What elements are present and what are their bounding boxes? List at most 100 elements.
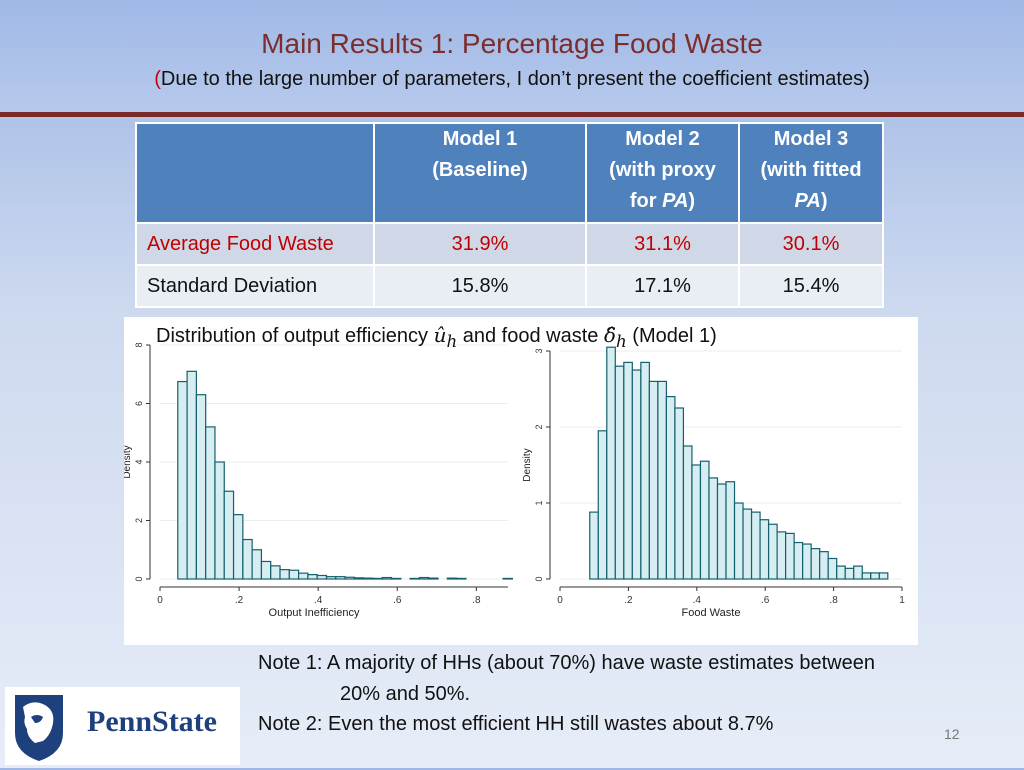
histogram-bar bbox=[640, 361, 650, 580]
histogram-bar bbox=[836, 565, 846, 580]
table-cell: 15.4% bbox=[738, 264, 884, 308]
histogram-bar bbox=[802, 543, 812, 580]
histogram-bar bbox=[353, 577, 365, 580]
histogram-bar bbox=[776, 531, 787, 580]
histogram-bar bbox=[742, 508, 753, 580]
histogram-bar bbox=[205, 426, 216, 580]
header-model-1: Model 1 (Baseline) bbox=[373, 122, 587, 224]
histogram-bar bbox=[878, 572, 889, 580]
y-tick-label: 2 bbox=[134, 518, 144, 523]
histogram-bar bbox=[623, 361, 633, 580]
header-text: for bbox=[629, 190, 663, 212]
histogram-bar bbox=[242, 538, 253, 580]
histogram-bar bbox=[381, 576, 393, 580]
histogram-bar bbox=[260, 560, 272, 580]
header-empty-cell bbox=[135, 122, 375, 224]
y-axis-label: Density bbox=[124, 445, 133, 478]
header-italic: PA bbox=[662, 190, 689, 212]
histogram-bar bbox=[657, 380, 667, 580]
histogram-bar bbox=[316, 574, 328, 580]
histogram-bar bbox=[186, 370, 197, 580]
x-tick-label: .6 bbox=[761, 595, 770, 606]
histogram-bar bbox=[674, 407, 685, 580]
caption-subscript: h bbox=[616, 332, 627, 351]
header-line: (with proxy bbox=[609, 159, 716, 181]
y-tick-label: 3 bbox=[534, 348, 544, 353]
histogram-bar bbox=[298, 572, 309, 580]
y-tick-label: 2 bbox=[534, 424, 544, 429]
histogram-bar bbox=[631, 369, 642, 580]
nittany-lion-shield-icon: PennState bbox=[15, 695, 217, 761]
histogram-bar bbox=[446, 577, 458, 580]
histogram-bar bbox=[725, 481, 736, 580]
results-table: Model 1 (Baseline) Model 2 (with proxy f… bbox=[135, 122, 884, 308]
header-italic: PA bbox=[794, 190, 821, 212]
histogram-bar bbox=[733, 502, 744, 580]
histogram-bar bbox=[810, 548, 821, 580]
header-model-2: Model 2 (with proxy for PA) bbox=[585, 122, 740, 224]
histogram-bar bbox=[827, 557, 838, 580]
x-tick-label: .8 bbox=[829, 595, 838, 606]
y-tick-label: 0 bbox=[134, 576, 144, 581]
x-tick-label: .2 bbox=[235, 595, 244, 606]
histogram-bar bbox=[307, 574, 318, 580]
header-line: Model 2 bbox=[625, 128, 700, 150]
histogram-bar bbox=[691, 464, 702, 580]
histogram-svg: 0 2 4 6 8 0 .2 .4 .6 .8 Output Inefficiency Density… bbox=[124, 342, 905, 619]
histogram-bar bbox=[819, 551, 829, 580]
histogram-bar bbox=[390, 577, 402, 580]
slide-title: Main Results 1: Percentage Food Waste bbox=[261, 28, 763, 59]
subtitle-open-paren: ( bbox=[154, 68, 161, 90]
histogram-bar bbox=[606, 346, 616, 580]
y-tick-label: 8 bbox=[134, 342, 144, 347]
caption-text: and food waste bbox=[457, 325, 604, 347]
histogram-bar bbox=[793, 541, 804, 580]
histogram-bar bbox=[335, 576, 346, 580]
histogram-bar bbox=[428, 577, 439, 580]
header-model-3: Model 3 (with fitted PA) bbox=[738, 122, 884, 224]
x-tick-label: .2 bbox=[624, 595, 633, 606]
row-label: Standard Deviation bbox=[135, 264, 375, 308]
figure-caption: Distribution of output efficiency ûh and… bbox=[156, 323, 717, 352]
header-text: ) bbox=[820, 190, 828, 212]
histogram-bar bbox=[750, 511, 761, 580]
page-number: 12 bbox=[944, 726, 960, 742]
note-2: Note 2: Even the most efficient HH still… bbox=[258, 713, 774, 735]
y-tick-label: 6 bbox=[134, 401, 144, 406]
x-tick-label: .8 bbox=[472, 595, 481, 606]
header-line: PA) bbox=[740, 186, 882, 217]
x-axis-label: Food Waste bbox=[682, 607, 741, 619]
subtitle-text: Due to the large number of parameters, I… bbox=[160, 68, 870, 90]
histogram-bar bbox=[870, 572, 880, 580]
y-axis-label: Density bbox=[522, 448, 533, 481]
y-tick-label: 0 bbox=[534, 576, 544, 581]
table-row: Standard Deviation 15.8% 17.1% 15.4% bbox=[135, 264, 884, 308]
histogram-bar bbox=[418, 576, 430, 580]
histogram-bar bbox=[409, 577, 421, 580]
table-cell: 17.1% bbox=[585, 264, 740, 308]
x-tick-label: .6 bbox=[393, 595, 402, 606]
histogram-bar bbox=[597, 430, 608, 580]
histogram-bar bbox=[699, 460, 710, 580]
histogram-bar bbox=[759, 519, 770, 580]
table-row: Average Food Waste 31.9% 31.1% 30.1% bbox=[135, 222, 884, 266]
histogram-bar bbox=[288, 569, 300, 580]
table-cell: 31.9% bbox=[373, 222, 587, 266]
x-tick-label: .4 bbox=[693, 595, 702, 606]
table-cell: 31.1% bbox=[585, 222, 740, 266]
y-tick-label: 4 bbox=[134, 459, 144, 464]
caption-subscript: h bbox=[446, 332, 458, 351]
histogram-bar bbox=[372, 577, 383, 580]
histogram-bar bbox=[270, 565, 281, 580]
caption-symbol: û bbox=[433, 323, 447, 347]
histogram-bar bbox=[861, 572, 872, 580]
header-line: for PA) bbox=[587, 186, 738, 217]
histogram-bar bbox=[232, 514, 244, 580]
histogram-bar bbox=[589, 511, 599, 580]
slide-header: Main Results 1: Percentage Food Waste (D… bbox=[0, 0, 1024, 112]
header-line: Model 1 bbox=[442, 128, 518, 150]
histogram-bar bbox=[455, 577, 467, 580]
histogram-bar bbox=[363, 577, 374, 580]
x-axis-label: Output Inefficiency bbox=[269, 607, 360, 619]
histogram-bar bbox=[344, 576, 355, 580]
